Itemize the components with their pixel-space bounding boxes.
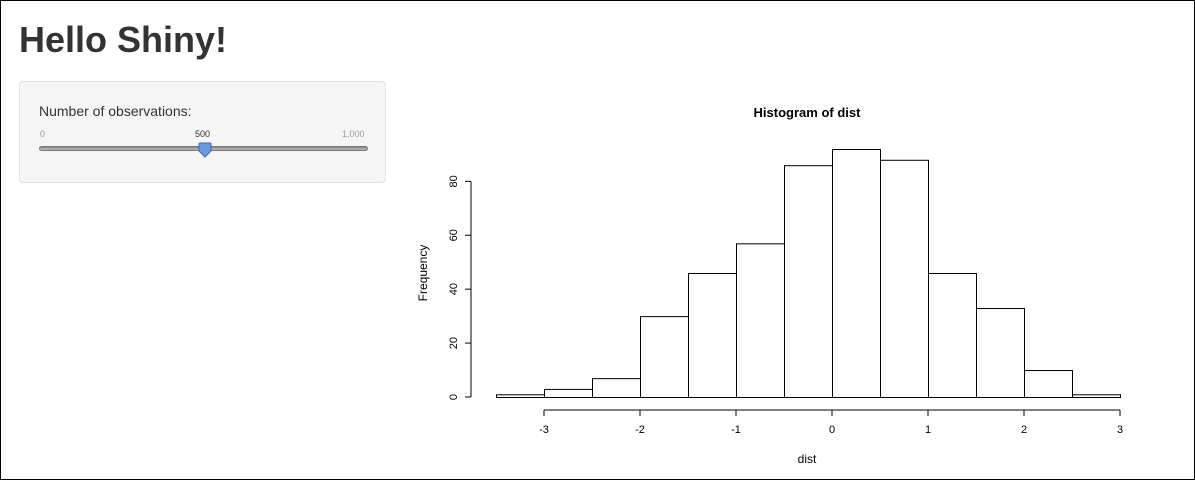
sidebar-panel: Number of observations: 0 500 1,000 [19, 81, 386, 183]
x-tick-label: 2 [1021, 424, 1027, 436]
slider-max-label: 1,000 [342, 129, 365, 139]
histogram-bar [592, 378, 641, 398]
y-tick-label: 0 [448, 394, 460, 400]
chart-title: Histogram of dist [754, 105, 862, 120]
x-axis-label: dist [798, 452, 817, 466]
histogram-bar [832, 149, 881, 398]
page-title: Hello Shiny! [19, 19, 228, 60]
slider-value-label: 500 [195, 129, 211, 139]
slider-handle[interactable] [198, 142, 212, 158]
histogram-bar [880, 159, 929, 398]
y-tick-label: 60 [448, 229, 460, 241]
histogram-bar [496, 394, 545, 399]
histogram-bar [1024, 370, 1073, 399]
histogram-svg: Histogram of dist dist Frequency -3 -2 -1 0… [416, 105, 1123, 466]
slider-min-label: 0 [40, 129, 46, 139]
y-axis: 0 20 40 60 80 [448, 175, 472, 400]
histogram-plot: Histogram of dist dist Frequency -3 -2 -1 0… [401, 91, 1181, 471]
x-tick-label: -3 [539, 424, 549, 436]
y-axis-label: Frequency [416, 245, 430, 302]
histogram-bars [496, 149, 1121, 399]
observations-slider-label: Number of observations: [39, 103, 192, 119]
y-tick-label: 40 [448, 283, 460, 295]
x-tick-label: 1 [925, 424, 931, 436]
histogram-bar [1072, 394, 1121, 399]
y-tick-label: 20 [448, 337, 460, 349]
histogram-bar [784, 165, 833, 398]
x-tick-label: 0 [829, 424, 835, 436]
histogram-bar [976, 308, 1025, 398]
x-tick-label: 3 [1117, 424, 1123, 436]
y-tick-label: 80 [448, 175, 460, 187]
histogram-bar [640, 316, 689, 398]
x-tick-label: -1 [731, 424, 741, 436]
x-tick-label: -2 [635, 424, 645, 436]
x-axis: -3 -2 -1 0 1 2 3 [539, 409, 1123, 436]
histogram-bar [544, 388, 593, 399]
histogram-bar [688, 273, 737, 398]
histogram-bar [736, 243, 785, 398]
histogram-bar [928, 273, 977, 398]
